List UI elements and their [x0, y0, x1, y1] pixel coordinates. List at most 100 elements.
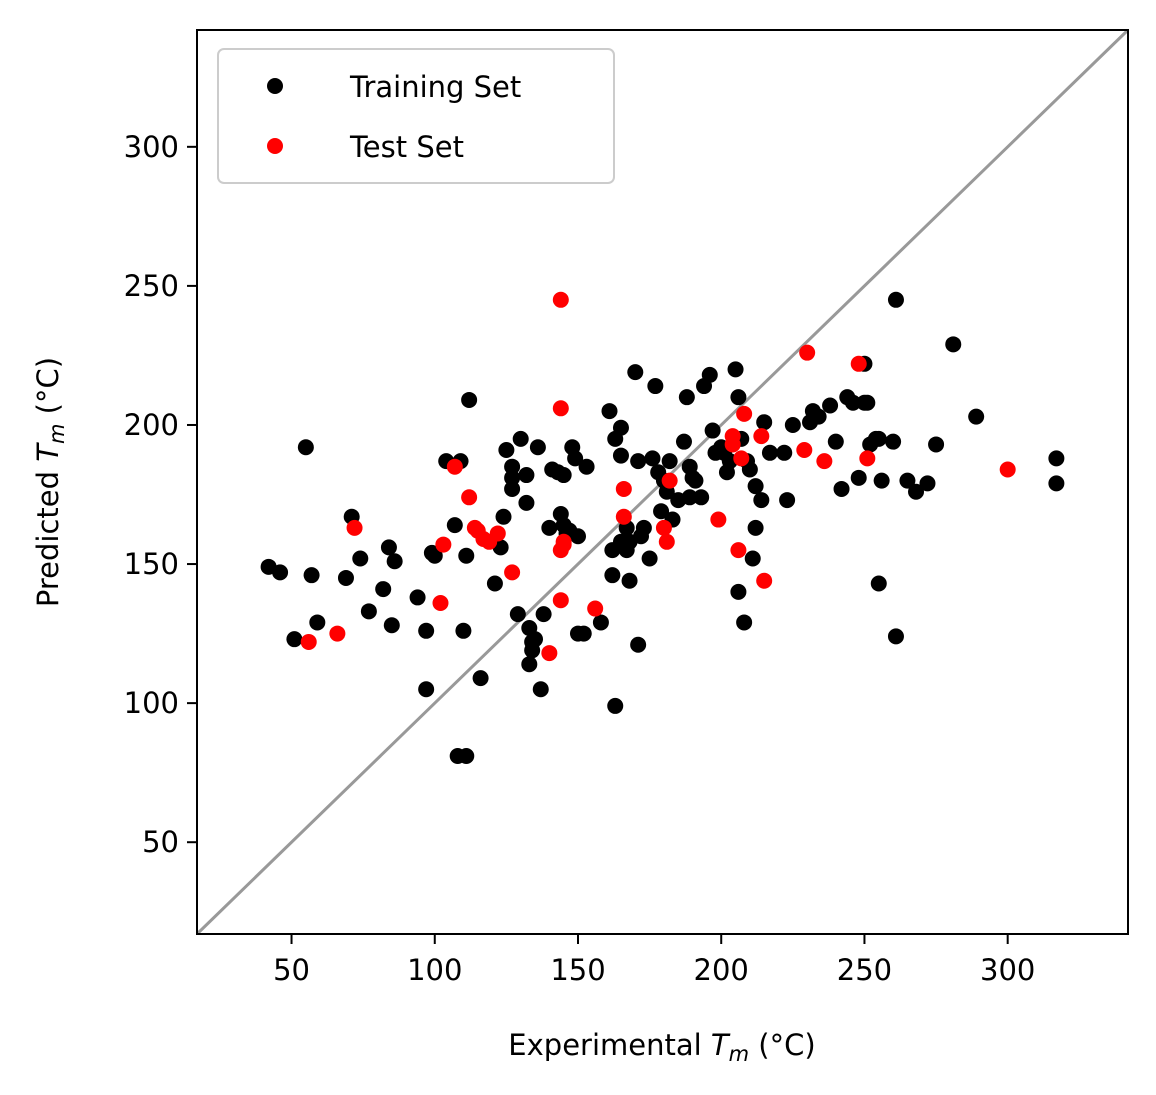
- point-training-set: [486, 575, 503, 592]
- point-training-set: [885, 433, 902, 450]
- point-training-set: [297, 439, 314, 456]
- point-training-set: [822, 397, 839, 414]
- point-training-set: [630, 636, 647, 653]
- point-training-set: [527, 631, 544, 648]
- point-training-set: [727, 361, 744, 378]
- point-training-set: [701, 366, 718, 383]
- point-training-set: [504, 480, 521, 497]
- point-training-set: [844, 394, 861, 411]
- point-test-set: [736, 405, 753, 422]
- point-training-set: [521, 656, 538, 673]
- point-training-set: [529, 439, 546, 456]
- point-test-set: [753, 428, 770, 445]
- point-training-set: [776, 444, 793, 461]
- x-tick-label: 150: [550, 953, 605, 987]
- point-training-set: [535, 606, 552, 623]
- point-training-set: [612, 419, 629, 436]
- point-training-set: [592, 614, 609, 631]
- point-training-set: [747, 519, 764, 536]
- point-test-set: [435, 536, 452, 553]
- point-training-set: [661, 453, 678, 470]
- plot-area: [195, 28, 1130, 936]
- point-training-set: [1048, 450, 1065, 467]
- point-test-set: [756, 572, 773, 589]
- point-training-set: [409, 589, 426, 606]
- point-training-set: [968, 408, 985, 425]
- point-training-set: [704, 422, 721, 439]
- point-test-set: [859, 450, 876, 467]
- point-training-set: [418, 622, 435, 639]
- point-training-set: [498, 442, 515, 459]
- point-training-set: [621, 572, 638, 589]
- x-axis-label: Experimental Tm (°C): [508, 1028, 815, 1066]
- point-test-set: [446, 458, 463, 475]
- point-training-set: [509, 606, 526, 623]
- point-training-set: [567, 450, 584, 467]
- point-training-set: [1048, 475, 1065, 492]
- legend: Training Set Test Set: [217, 48, 615, 184]
- point-training-set: [612, 447, 629, 464]
- point-test-set: [541, 645, 558, 662]
- point-training-set: [761, 444, 778, 461]
- point-training-set: [337, 569, 354, 586]
- point-training-set: [518, 467, 535, 484]
- point-training-set: [360, 603, 377, 620]
- point-test-set: [346, 519, 363, 536]
- point-training-set: [601, 403, 618, 420]
- point-training-set: [575, 625, 592, 642]
- point-training-set: [784, 416, 801, 433]
- point-test-set: [710, 511, 727, 528]
- point-training-set: [418, 681, 435, 698]
- point-test-set: [799, 344, 816, 361]
- point-training-set: [607, 697, 624, 714]
- x-tick-label: 50: [273, 953, 310, 987]
- point-training-set: [870, 575, 887, 592]
- point-training-set: [303, 567, 320, 584]
- legend-box: [217, 48, 615, 184]
- point-test-set: [661, 472, 678, 489]
- point-training-set: [681, 489, 698, 506]
- point-training-set: [859, 394, 876, 411]
- point-training-set: [504, 458, 521, 475]
- point-training-set: [779, 492, 796, 509]
- point-training-set: [569, 528, 586, 545]
- legend-marker-training-set: [267, 78, 283, 94]
- point-training-set: [744, 550, 761, 567]
- point-training-set: [810, 408, 827, 425]
- point-training-set: [458, 547, 475, 564]
- point-training-set: [833, 480, 850, 497]
- point-training-set: [380, 539, 397, 556]
- point-test-set: [658, 533, 675, 550]
- y-tick-label: 150: [124, 547, 179, 581]
- point-training-set: [286, 631, 303, 648]
- series-test-set: [300, 291, 1016, 662]
- point-training-set: [455, 622, 472, 639]
- point-training-set: [309, 614, 326, 631]
- point-training-set: [919, 475, 936, 492]
- point-training-set: [504, 469, 521, 486]
- point-training-set: [541, 519, 558, 536]
- point-training-set: [555, 467, 572, 484]
- y-tick-label: 50: [142, 825, 179, 859]
- series-training-set: [260, 291, 1065, 764]
- plot-frame: [196, 29, 1129, 935]
- point-training-set: [870, 430, 887, 447]
- point-training-set: [756, 414, 773, 431]
- x-tick-label: 300: [980, 953, 1035, 987]
- point-training-set: [908, 483, 925, 500]
- point-training-set: [678, 389, 695, 406]
- point-test-set: [615, 508, 632, 525]
- point-training-set: [741, 461, 758, 478]
- point-training-set: [386, 553, 403, 570]
- point-test-set: [733, 450, 750, 467]
- point-training-set: [375, 581, 392, 598]
- y-axis-label: Predicted Tm (°C): [31, 357, 69, 607]
- point-test-set: [724, 428, 741, 445]
- point-training-set: [512, 430, 529, 447]
- point-training-set: [532, 681, 549, 698]
- point-training-set: [446, 517, 463, 534]
- point-training-set: [578, 458, 595, 475]
- x-tick-label: 100: [407, 953, 462, 987]
- point-test-set: [329, 625, 346, 642]
